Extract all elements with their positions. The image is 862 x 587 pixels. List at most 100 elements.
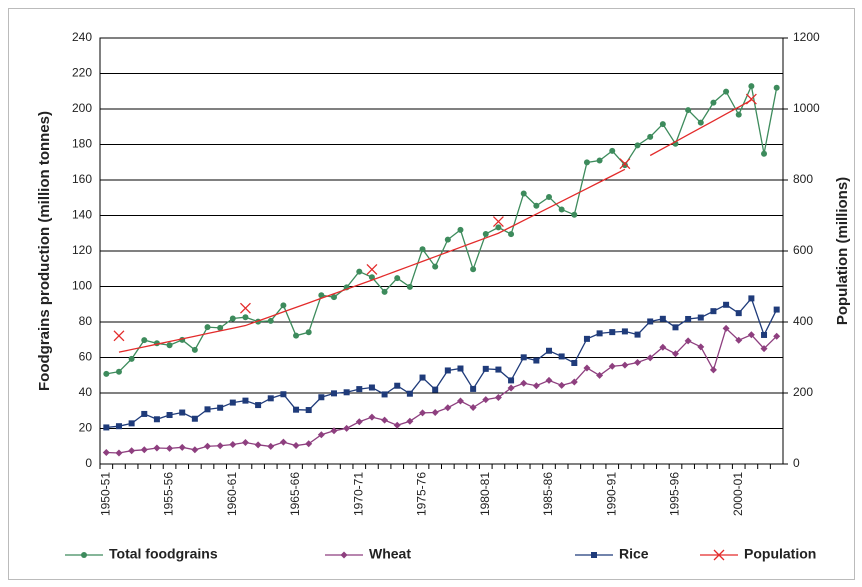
- y-tick-label: 120: [72, 243, 92, 257]
- point: [115, 449, 123, 457]
- point: [457, 365, 464, 372]
- point: [343, 389, 350, 396]
- point: [330, 294, 337, 301]
- y2-tick-label: 200: [793, 385, 813, 399]
- point: [570, 378, 578, 386]
- point: [745, 93, 757, 105]
- point: [102, 448, 110, 456]
- point: [178, 443, 186, 451]
- point: [242, 397, 249, 404]
- point: [343, 424, 351, 432]
- point: [305, 440, 313, 448]
- point: [141, 337, 148, 344]
- x-tick-label: 2000-01: [731, 472, 745, 516]
- point: [621, 361, 629, 369]
- point: [355, 418, 363, 426]
- x-tick-label: 1955-56: [162, 472, 176, 516]
- x-tick-label: 1950-51: [98, 472, 112, 516]
- point: [406, 417, 414, 425]
- y-tick-label: 0: [85, 456, 92, 470]
- legend-label: Wheat: [369, 546, 411, 562]
- point: [546, 347, 553, 354]
- point: [520, 190, 527, 197]
- y-tick-label: 200: [72, 101, 92, 115]
- point: [748, 295, 755, 302]
- point: [432, 386, 439, 393]
- point: [293, 332, 300, 339]
- point: [406, 390, 413, 397]
- point: [393, 421, 401, 429]
- point: [431, 409, 439, 417]
- x-tick-label: 1975-76: [415, 472, 429, 516]
- point: [659, 315, 666, 322]
- x-tick-label: 1980-81: [478, 472, 492, 516]
- point: [596, 330, 603, 337]
- point: [406, 283, 413, 290]
- point: [318, 394, 325, 401]
- point: [191, 415, 198, 422]
- x-tick-label: 1985-86: [541, 472, 555, 516]
- point: [710, 308, 717, 315]
- frame: [8, 8, 855, 580]
- point: [761, 331, 768, 338]
- point: [153, 416, 160, 423]
- point: [647, 133, 654, 140]
- point: [239, 302, 251, 314]
- point: [482, 230, 489, 237]
- point: [697, 343, 705, 351]
- point: [722, 324, 730, 332]
- point: [254, 441, 262, 449]
- point: [583, 159, 590, 166]
- point: [292, 442, 300, 450]
- point: [128, 420, 135, 427]
- point: [469, 404, 477, 412]
- point: [608, 362, 616, 370]
- point: [723, 88, 730, 95]
- point: [583, 335, 590, 342]
- point: [179, 409, 186, 416]
- point: [671, 350, 679, 358]
- point: [217, 324, 224, 331]
- point: [634, 331, 641, 338]
- point: [241, 439, 249, 447]
- point: [494, 393, 502, 401]
- y-tick-label: 40: [79, 385, 93, 399]
- x-tick-label: 1970-71: [351, 472, 365, 516]
- point: [508, 231, 515, 238]
- point: [153, 444, 161, 452]
- point: [684, 337, 692, 345]
- point: [773, 306, 780, 313]
- point: [713, 549, 725, 561]
- legend-label: Population: [744, 546, 816, 562]
- point: [140, 446, 148, 454]
- point: [685, 315, 692, 322]
- point: [115, 368, 122, 375]
- point: [609, 329, 616, 336]
- point: [242, 314, 249, 321]
- series-line: [106, 83, 778, 375]
- legend-label: Total foodgrains: [109, 546, 218, 562]
- point: [609, 147, 616, 154]
- point: [444, 367, 451, 374]
- point: [280, 391, 287, 398]
- point: [591, 552, 597, 558]
- point: [571, 211, 578, 218]
- point: [356, 386, 363, 393]
- point: [166, 444, 174, 452]
- point: [634, 358, 642, 366]
- point: [546, 194, 553, 201]
- point: [293, 406, 300, 413]
- series-line: [118, 99, 752, 353]
- point: [381, 288, 388, 295]
- point: [495, 366, 502, 373]
- point: [255, 402, 262, 409]
- point: [229, 399, 236, 406]
- point: [495, 224, 502, 231]
- point: [128, 447, 136, 455]
- point: [115, 423, 122, 430]
- point: [394, 275, 401, 282]
- point: [166, 412, 173, 419]
- point: [773, 84, 780, 91]
- point: [419, 246, 426, 253]
- point: [103, 370, 110, 377]
